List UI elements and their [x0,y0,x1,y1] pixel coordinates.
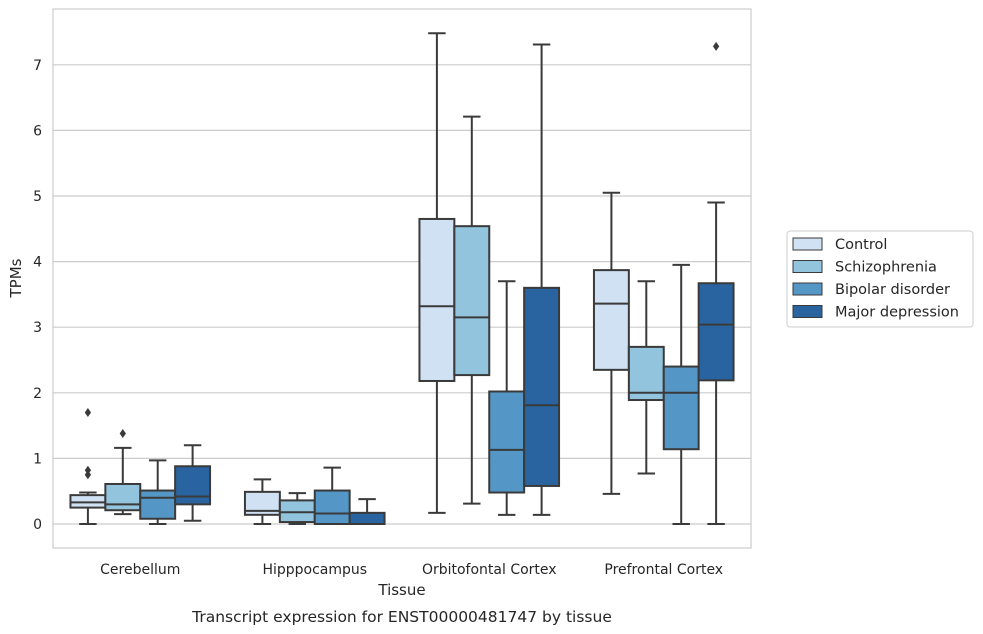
box-0-0 [69,407,107,525]
iqr-box [488,390,526,494]
outlier-point [84,470,92,480]
box-0-3 [174,444,212,522]
box-2-0 [418,32,456,514]
x-tick-label: Hipppocampus [262,562,367,578]
legend-label: Control [835,237,887,253]
box-0-2 [139,459,177,525]
iqr-box [313,489,351,526]
x-axis-label: Tissue [377,581,425,599]
y-tick-label: 3 [33,320,42,336]
iqr-box [104,482,142,512]
legend-swatch [792,237,823,251]
gridlines [53,64,751,525]
iqr-box [418,217,456,382]
box-3-0 [592,191,630,495]
legend-label: Schizophrenia [835,260,937,276]
y-axis-label: TPMs [7,258,25,298]
y-tick-label: 5 [33,189,42,205]
y-tick-label: 4 [33,255,42,271]
x-tick-label: Orbitofontal Cortex [422,562,557,578]
box-3-1 [627,280,665,475]
outlier-point [119,428,126,438]
box-0-1 [104,428,142,516]
box-1-3 [348,498,386,526]
legend-swatch [792,282,823,296]
iqr-box [627,345,665,402]
x-tick-label: Cerebellum [100,562,180,578]
legend-label: Bipolar disorder [835,282,950,298]
iqr-box [174,465,212,506]
box-plot-area [69,32,735,526]
x-tick-label: Prefrontal Cortex [604,562,723,578]
iqr-box [592,269,630,371]
iqr-box [523,286,561,487]
y-tick-label: 2 [33,386,42,402]
legend: Control Schizophrenia Bipolar disorder Majo… [786,230,974,328]
box-3-2 [662,263,700,525]
legend-swatch [792,305,823,318]
plot-frame [52,8,752,549]
y-tick-label: 0 [33,517,42,533]
outlier-point [84,407,92,417]
legend-label: Major depression [835,305,959,321]
outlier-point [712,41,720,51]
box-2-3 [523,43,561,516]
y-tick-label: 6 [33,123,42,139]
box-2-2 [488,280,526,516]
box-2-1 [453,115,491,505]
x-axis-ticks: Cerebellum Hipppocampus Orbitofontal Corte… [100,562,723,578]
box-1-1 [278,492,316,525]
box-3-3 [697,41,735,525]
y-tick-label: 1 [33,451,42,467]
legend-frame [786,230,974,328]
iqr-box [697,282,735,382]
iqr-box [453,225,491,377]
chart-caption: Transcript expression for ENST0000048174… [191,608,612,626]
legend-swatch [792,260,823,273]
iqr-box [348,511,386,526]
box-1-0 [243,478,281,525]
iqr-box [139,489,177,520]
box-1-2 [313,466,351,526]
y-axis-ticks: 0 1 2 3 4 5 6 7 [33,58,42,533]
y-tick-label: 7 [33,58,42,74]
iqr-box [662,365,700,451]
outlier-point [84,465,92,475]
